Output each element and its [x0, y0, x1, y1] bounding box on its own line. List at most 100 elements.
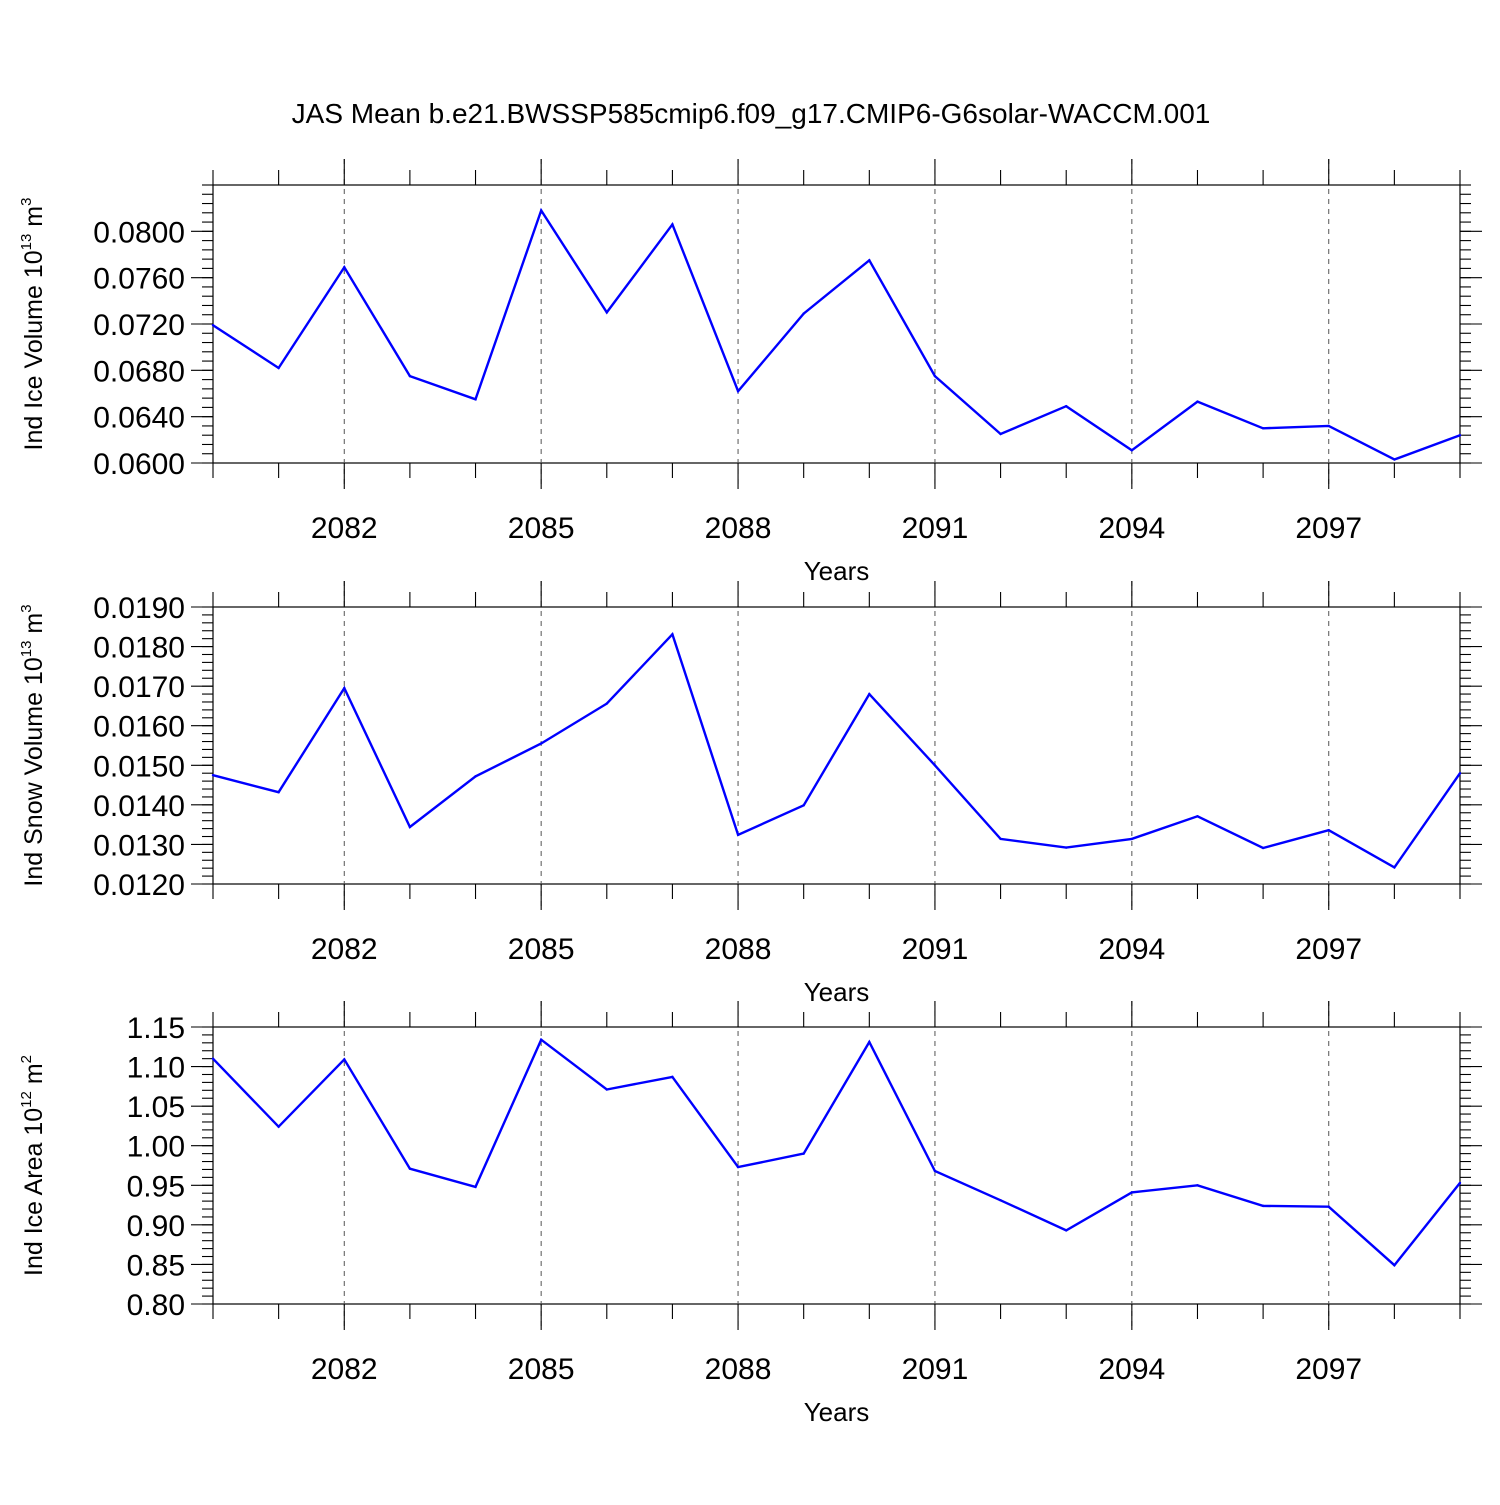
y-tick-label: 0.95	[127, 1170, 185, 1203]
data-point	[408, 825, 412, 829]
data-point	[539, 742, 543, 745]
y-tick-label: 1.05	[127, 1091, 185, 1124]
data-point	[343, 1058, 346, 1061]
data-point	[1458, 434, 1462, 437]
y-tick-label: 0.0640	[93, 402, 185, 435]
data-point	[1065, 1229, 1068, 1232]
x-tick-label: 2091	[902, 933, 969, 966]
data-point	[408, 374, 412, 378]
data-point	[539, 209, 543, 212]
y-tick-label: 0.0150	[93, 750, 185, 783]
x-axis-label: Years	[804, 556, 870, 586]
x-tick-label: 2085	[508, 933, 575, 966]
series-line	[212, 1037, 1461, 1267]
data-point	[277, 1125, 280, 1128]
y-tick-label: 0.0190	[93, 592, 185, 625]
data-point	[736, 833, 740, 837]
data-point	[408, 1167, 412, 1170]
data-point	[868, 692, 871, 696]
y-tick-label: 0.0600	[93, 448, 185, 481]
x-tick-label: 2088	[705, 512, 772, 545]
x-tick-label: 2091	[902, 512, 969, 545]
data-point	[211, 773, 215, 777]
data-point	[539, 1038, 543, 1041]
y-tick-label: 0.85	[127, 1249, 185, 1282]
data-point	[736, 389, 740, 393]
x-tick-label: 2082	[311, 1353, 378, 1386]
data-point	[343, 266, 346, 269]
panel-1: 2082 2085 2088 2091 2094 2097 Years 0.0600 0.064…	[18, 159, 1482, 586]
y-tick-label: 0.0160	[93, 711, 185, 744]
data-point	[1130, 837, 1134, 841]
x-tick-label: 2088	[705, 933, 772, 966]
y-tick-label: 0.0130	[93, 829, 185, 862]
y-tick-label: 1.10	[127, 1052, 185, 1085]
data-point	[1261, 427, 1265, 430]
x-tick-label: 2097	[1295, 1353, 1362, 1386]
data-point	[1130, 449, 1134, 452]
data-point	[1327, 1205, 1330, 1208]
y-tick-label: 0.0800	[93, 216, 185, 249]
data-point	[1196, 1184, 1199, 1187]
data-point	[933, 764, 937, 767]
data-point	[1327, 828, 1330, 832]
plot-frame	[212, 1026, 1461, 1305]
data-point	[999, 432, 1002, 436]
x-tick-label: 2091	[902, 1353, 969, 1386]
y-tick-label: 0.90	[127, 1210, 185, 1243]
y-axis-label: Ind Ice Area 1012 m2	[18, 1055, 48, 1276]
x-tick-label: 2085	[508, 512, 575, 545]
x-tick-label: 2097	[1295, 512, 1362, 545]
x-tick-label: 2082	[311, 933, 378, 966]
data-point	[999, 837, 1002, 841]
data-point	[868, 259, 871, 262]
panel-3: 2082 2085 2088 2091 2094 2097 Years 0.80 0.85 0.9…	[18, 1001, 1482, 1427]
data-point	[1196, 815, 1199, 818]
y-tick-label: 0.0170	[93, 671, 185, 704]
y-tick-label: 0.0180	[93, 632, 185, 665]
y-tick-label: 0.80	[127, 1289, 185, 1322]
data-point	[277, 366, 280, 370]
data-point	[1130, 1191, 1134, 1194]
data-point	[1393, 1264, 1396, 1267]
series-line	[212, 207, 1461, 461]
data-point	[1458, 1181, 1462, 1185]
data-point	[605, 311, 608, 314]
data-point	[474, 1185, 477, 1189]
data-point	[736, 1165, 740, 1169]
chart-title: JAS Mean b.e21.BWSSP585cmip6.f09_g17.CMI…	[292, 98, 1211, 129]
data-point	[933, 374, 937, 378]
data-point	[1065, 405, 1068, 408]
data-point	[211, 1057, 215, 1060]
x-tick-label: 2094	[1098, 933, 1165, 966]
data-point	[211, 323, 215, 327]
data-point	[1196, 400, 1199, 403]
data-point	[474, 775, 477, 778]
data-point	[605, 702, 608, 705]
data-point	[343, 686, 346, 690]
x-tick-label: 2094	[1098, 1353, 1165, 1386]
y-tick-label: 0.0760	[93, 263, 185, 296]
data-point	[605, 1088, 608, 1091]
panel-2: 2082 2085 2088 2091 2094 2097 Years 0.0120 0.013…	[18, 581, 1482, 1007]
y-axis-label: Ind Ice Volume 1013 m3	[18, 198, 48, 451]
data-point	[671, 223, 674, 226]
data-point	[802, 1152, 805, 1155]
data-point	[933, 1169, 937, 1173]
x-axis-label: Years	[804, 977, 870, 1007]
y-tick-label: 1.15	[127, 1012, 185, 1045]
data-point	[868, 1040, 871, 1044]
data-point	[671, 1075, 674, 1079]
y-tick-label: 0.0680	[93, 355, 185, 388]
data-point	[1393, 458, 1396, 461]
data-point	[1261, 1204, 1265, 1208]
data-point	[671, 633, 674, 636]
y-tick-label: 1.00	[127, 1131, 185, 1164]
data-point	[802, 804, 805, 807]
x-axis-label: Years	[804, 1397, 870, 1427]
data-point	[1458, 772, 1462, 775]
x-tick-label: 2094	[1098, 512, 1165, 545]
data-point	[1393, 866, 1396, 869]
data-point	[802, 312, 805, 315]
